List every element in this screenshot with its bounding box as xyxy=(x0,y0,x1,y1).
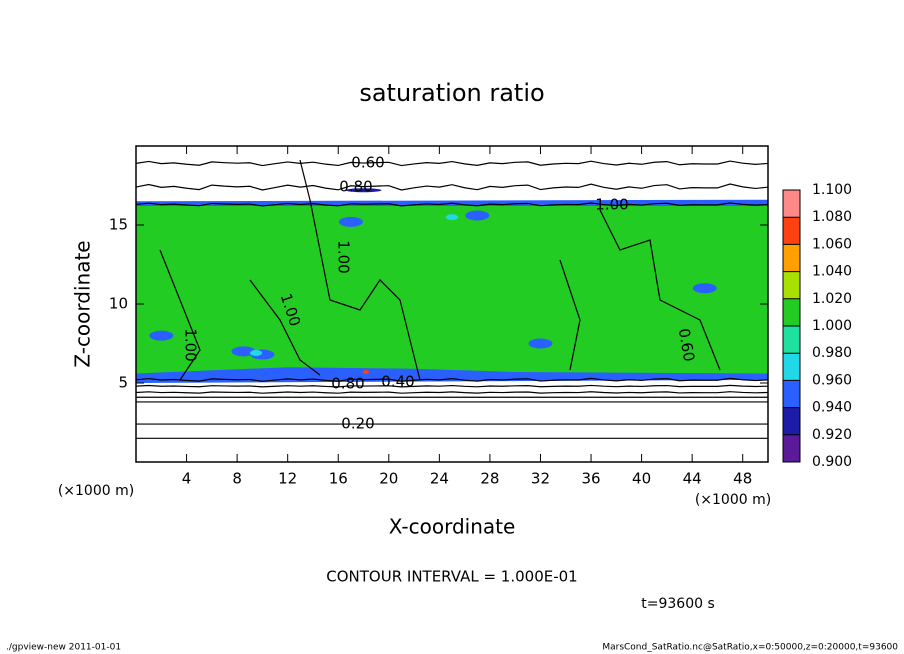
colorbar-band xyxy=(783,190,800,218)
x-tick-label: 12 xyxy=(278,470,297,488)
x-unit: (×1000 m) xyxy=(695,492,771,508)
field-patch xyxy=(250,349,263,356)
colorbar-band xyxy=(783,407,800,435)
contour-label: 0.60 xyxy=(351,154,384,172)
field-patch xyxy=(363,369,370,374)
colorbar-label: 0.940 xyxy=(812,400,852,416)
field-patch xyxy=(149,330,174,341)
contour-label: 1.00 xyxy=(595,196,628,214)
contour-label: 0.40 xyxy=(381,373,414,391)
colorbar-label: 0.900 xyxy=(812,454,852,470)
contour-label: 0.20 xyxy=(341,415,374,433)
footer-right: MarsCond_SatRatio.nc@SatRatio,x=0:50000,… xyxy=(602,643,898,653)
x-tick-label: 24 xyxy=(430,470,449,488)
colorbar-label: 0.980 xyxy=(812,345,852,361)
colorbar-label: 1.000 xyxy=(812,318,852,334)
colorbar-band xyxy=(783,298,800,326)
field-patch xyxy=(338,216,363,227)
colorbar-label: 1.080 xyxy=(812,209,852,225)
field-patch xyxy=(446,214,458,221)
contour-line xyxy=(135,183,769,191)
field-patch xyxy=(345,188,382,193)
x-tick-label: 40 xyxy=(632,470,651,488)
contour-label: 0.80 xyxy=(339,178,372,196)
colorbar-label: 1.060 xyxy=(812,236,852,252)
x-tick-label: 20 xyxy=(379,470,398,488)
y-axis-label: Z-coordinate xyxy=(71,240,95,367)
contour-line xyxy=(299,159,421,381)
colorbar-band xyxy=(783,271,800,299)
x-tick-label: 16 xyxy=(329,470,348,488)
contour-line xyxy=(135,202,769,207)
contour-line xyxy=(135,160,769,167)
x-tick-label: 28 xyxy=(480,470,499,488)
contour-line xyxy=(135,377,769,382)
contour-line xyxy=(135,391,769,394)
x-unit: (×1000 m) xyxy=(58,483,134,499)
x-tick-label: 48 xyxy=(733,470,752,488)
field-patch xyxy=(231,346,256,357)
contour-line xyxy=(159,249,201,381)
y-tick-label: 10 xyxy=(109,295,128,313)
y-tick-label: 15 xyxy=(109,216,128,234)
field-patch xyxy=(528,338,553,349)
contour-line xyxy=(599,209,721,371)
contour-interval: CONTOUR INTERVAL = 1.000E-01 xyxy=(326,568,577,586)
colorbar-band xyxy=(783,217,800,245)
colorbar-label: 0.960 xyxy=(812,372,852,388)
field-patch xyxy=(465,210,490,221)
contour-label: 1.00 xyxy=(335,240,353,273)
contour-line xyxy=(135,384,769,388)
colorbar-label: 1.040 xyxy=(812,264,852,280)
colorbar-label: 1.020 xyxy=(812,291,852,307)
colorbar-band xyxy=(783,434,800,462)
contour-label: 1.00 xyxy=(182,328,200,361)
chart-title: saturation ratio xyxy=(359,79,544,107)
x-tick-label: 4 xyxy=(182,470,192,488)
x-tick-label: 36 xyxy=(581,470,600,488)
x-tick-label: 8 xyxy=(232,470,242,488)
footer-left: ./gpview-new 2011-01-01 xyxy=(6,643,121,653)
x-tick-label: 44 xyxy=(683,470,702,488)
field-region xyxy=(136,206,768,374)
field-patch xyxy=(692,283,717,294)
colorbar-label: 0.920 xyxy=(812,427,852,443)
x-tick-label: 32 xyxy=(531,470,550,488)
time-label: t=93600 s xyxy=(641,596,715,612)
colorbar-band xyxy=(783,353,800,381)
colorbar-band xyxy=(783,380,800,408)
contour-line xyxy=(249,279,321,376)
contour-label: 0.60 xyxy=(675,327,699,363)
colorbar-band xyxy=(783,244,800,272)
colorbar-label: 1.100 xyxy=(812,182,852,198)
y-tick-label: 5 xyxy=(118,374,128,392)
colorbar-band xyxy=(783,326,800,354)
contour-label: 0.80 xyxy=(331,375,364,393)
contour-line xyxy=(559,259,581,371)
x-axis-label: X-coordinate xyxy=(389,515,516,539)
